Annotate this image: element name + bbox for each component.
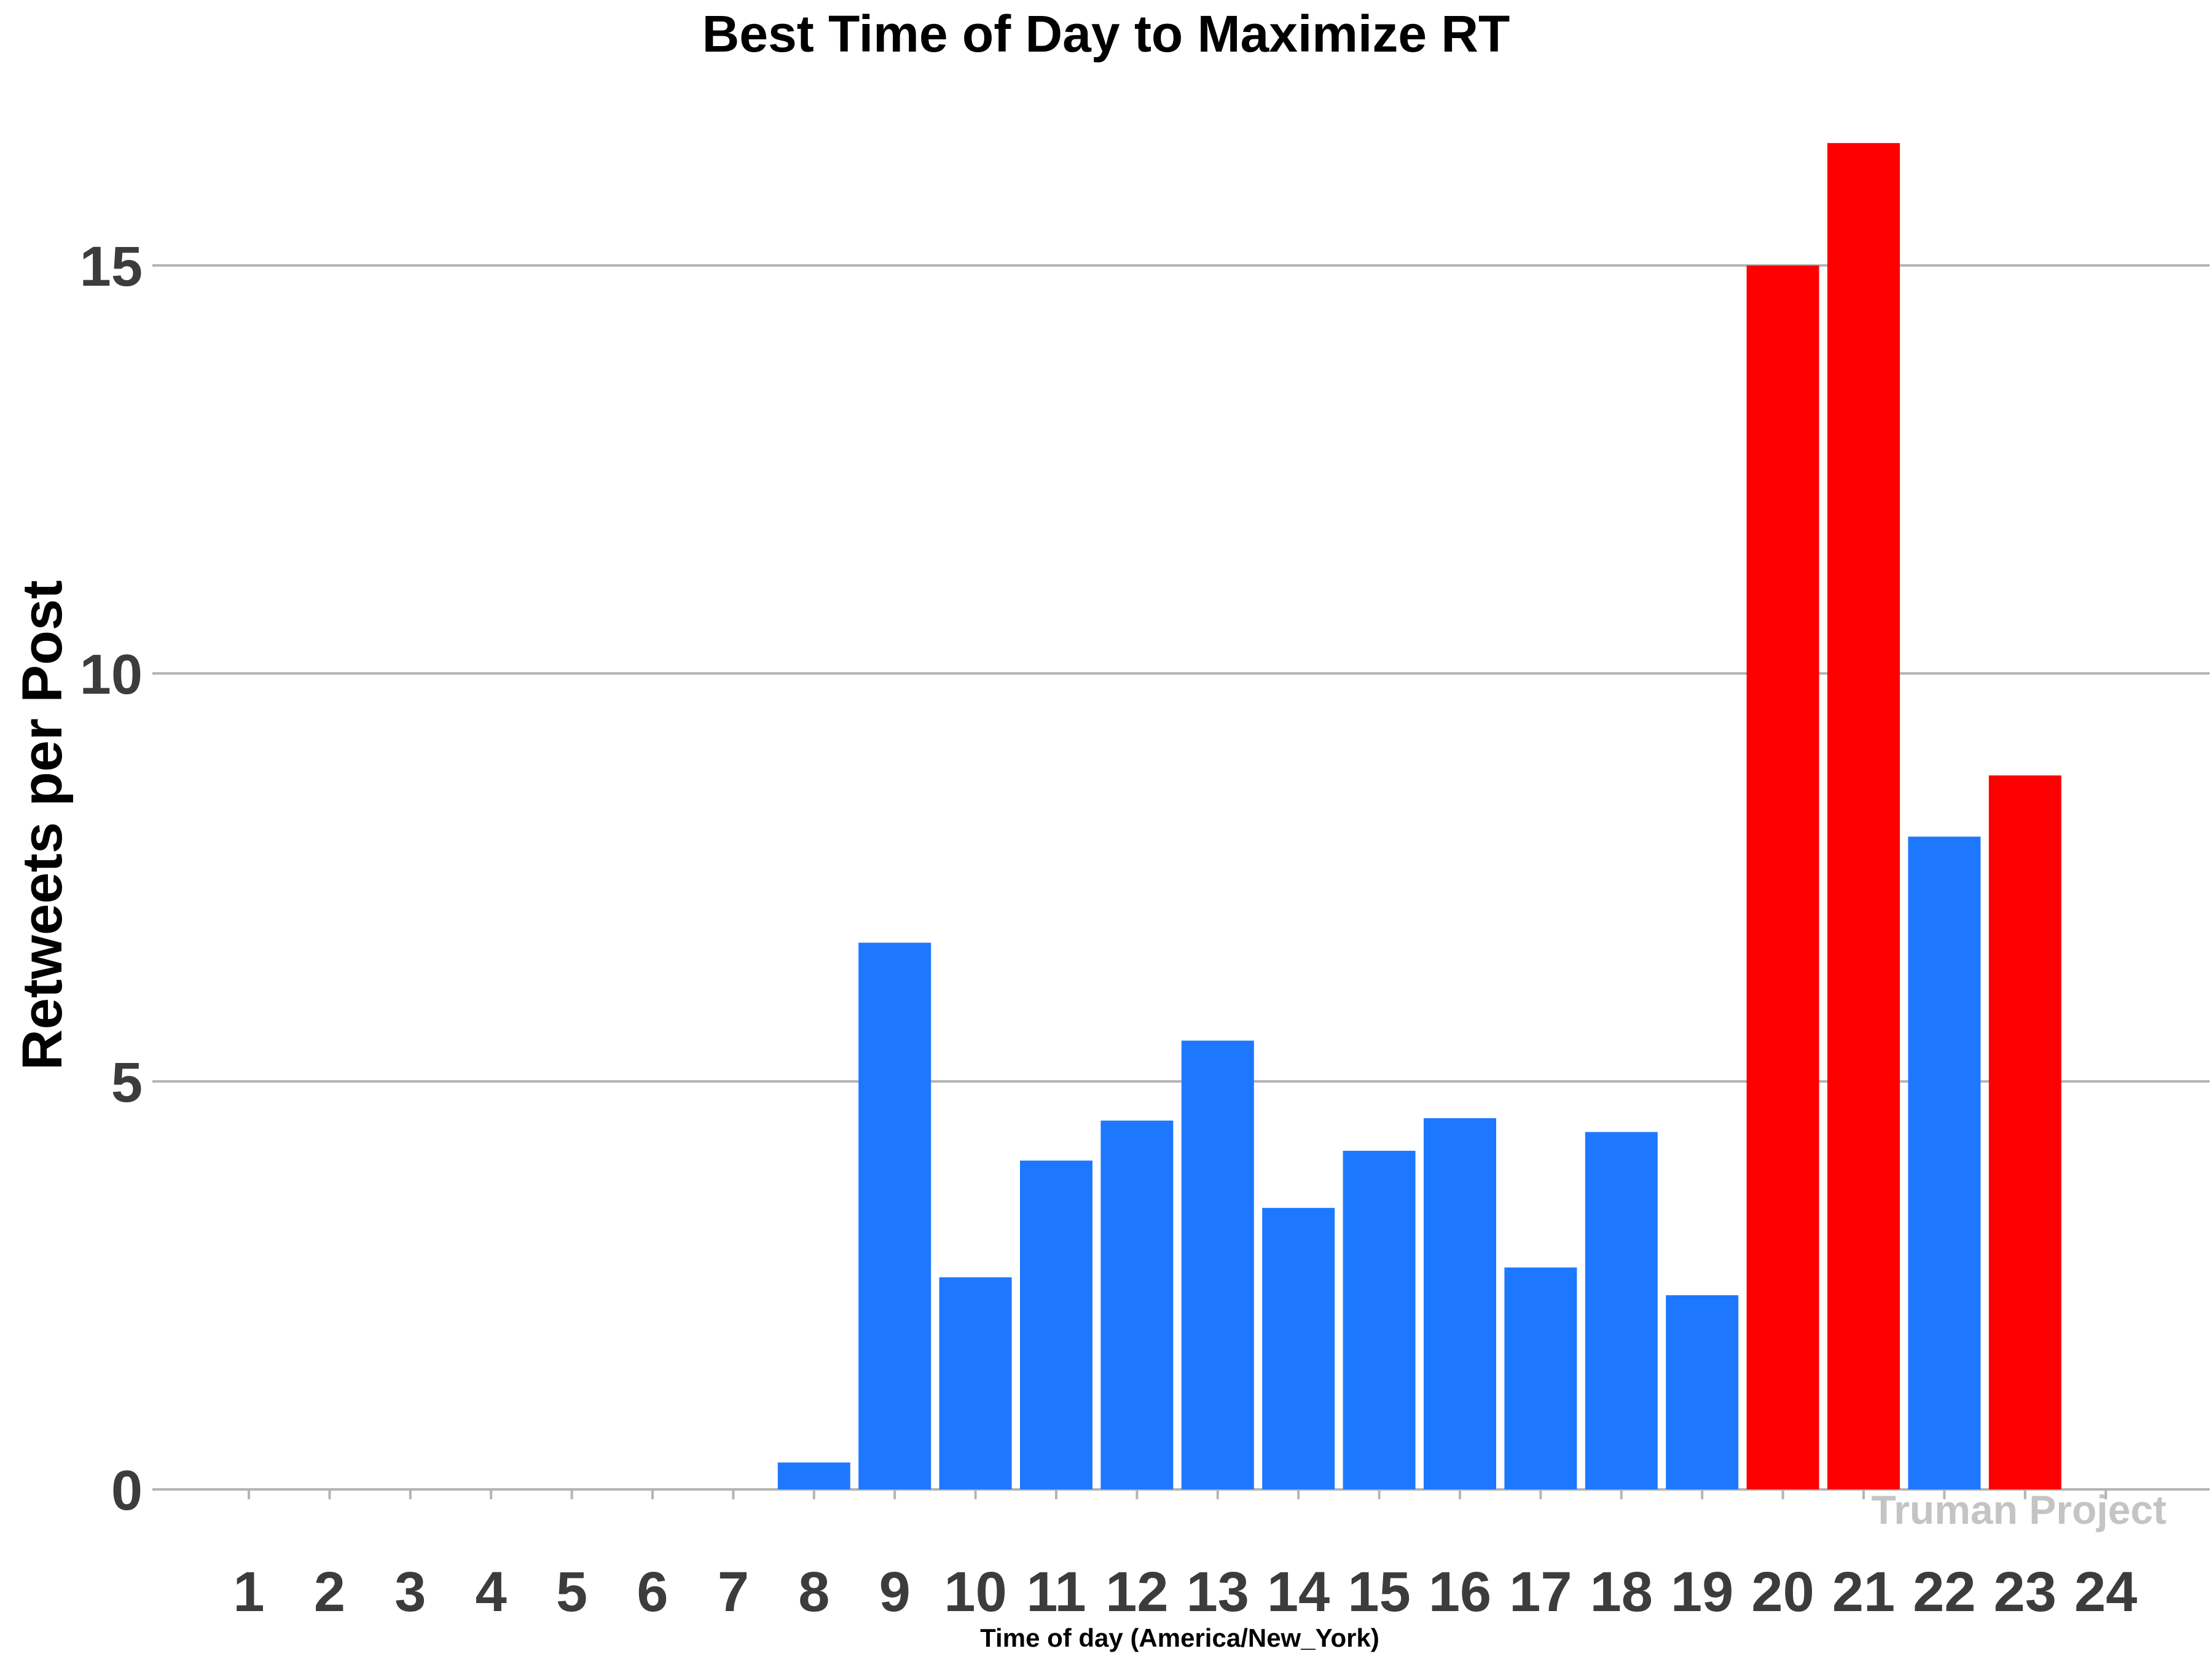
y-axis-ticks: 0 5 10 15 bbox=[80, 235, 143, 1522]
y-tick-label: 0 bbox=[111, 1459, 143, 1522]
gridlines bbox=[152, 264, 2210, 1491]
x-tick-label: 2 bbox=[314, 1561, 345, 1623]
bar-hour-21 bbox=[1827, 143, 1900, 1489]
x-tick-label: 21 bbox=[1832, 1561, 1895, 1623]
x-tick-label: 12 bbox=[1105, 1561, 1168, 1623]
bar-hour-13 bbox=[1181, 1040, 1254, 1489]
bar-hour-20 bbox=[1746, 265, 1819, 1489]
bar-hour-23 bbox=[1988, 775, 2061, 1489]
bar-hour-10 bbox=[939, 1277, 1012, 1489]
x-tick-label: 6 bbox=[637, 1561, 668, 1623]
x-tick-label: 5 bbox=[556, 1561, 587, 1623]
chart-title: Best Time of Day to Maximize RT bbox=[702, 5, 1510, 63]
y-tick-label: 15 bbox=[80, 235, 143, 298]
x-tick-label: 4 bbox=[476, 1561, 507, 1623]
x-tick-label: 24 bbox=[2074, 1561, 2137, 1623]
bar-hour-17 bbox=[1504, 1267, 1577, 1489]
bar-hour-14 bbox=[1262, 1207, 1335, 1489]
bar-hour-15 bbox=[1343, 1150, 1416, 1489]
x-tick-label: 20 bbox=[1751, 1561, 1814, 1623]
x-tick-label: 1 bbox=[233, 1561, 264, 1623]
x-tick-label: 15 bbox=[1347, 1561, 1410, 1623]
bar-hour-9 bbox=[858, 943, 931, 1489]
x-tick-label: 17 bbox=[1509, 1561, 1572, 1623]
bar-hour-19 bbox=[1666, 1295, 1739, 1489]
x-tick-label: 23 bbox=[1994, 1561, 2057, 1623]
watermark-text: Truman Project bbox=[1872, 1487, 2167, 1532]
x-tick-label: 18 bbox=[1590, 1561, 1653, 1623]
x-axis-ticks: 1 2 3 4 5 6 7 8 9 10 11 12 13 14 15 16 17 18 19 20 21 22 23 24 bbox=[233, 1491, 2137, 1623]
x-tick-label: 8 bbox=[798, 1561, 830, 1623]
x-tick-label: 7 bbox=[718, 1561, 749, 1623]
bars bbox=[777, 143, 2061, 1489]
x-axis-label: Time of day (America/New_York) bbox=[980, 1623, 1379, 1652]
x-tick-label: 11 bbox=[1026, 1561, 1086, 1623]
y-tick-label: 10 bbox=[80, 643, 143, 706]
y-axis-label: Retweets per Post bbox=[11, 580, 74, 1070]
x-tick-label: 13 bbox=[1186, 1561, 1249, 1623]
x-tick-label: 22 bbox=[1913, 1561, 1975, 1623]
bar-hour-16 bbox=[1424, 1118, 1496, 1489]
bar-hour-22 bbox=[1908, 836, 1981, 1489]
x-tick-label: 14 bbox=[1267, 1561, 1330, 1623]
bar-hour-8 bbox=[777, 1462, 850, 1489]
x-tick-label: 19 bbox=[1671, 1561, 1733, 1623]
bar-hour-12 bbox=[1100, 1120, 1174, 1489]
y-tick-label: 5 bbox=[111, 1051, 143, 1114]
x-tick-label: 3 bbox=[394, 1561, 426, 1623]
bar-hour-11 bbox=[1020, 1160, 1092, 1489]
bar-hour-18 bbox=[1585, 1132, 1658, 1489]
x-tick-label: 16 bbox=[1429, 1561, 1491, 1623]
x-tick-label: 10 bbox=[944, 1561, 1006, 1623]
x-tick-label: 9 bbox=[879, 1561, 911, 1623]
